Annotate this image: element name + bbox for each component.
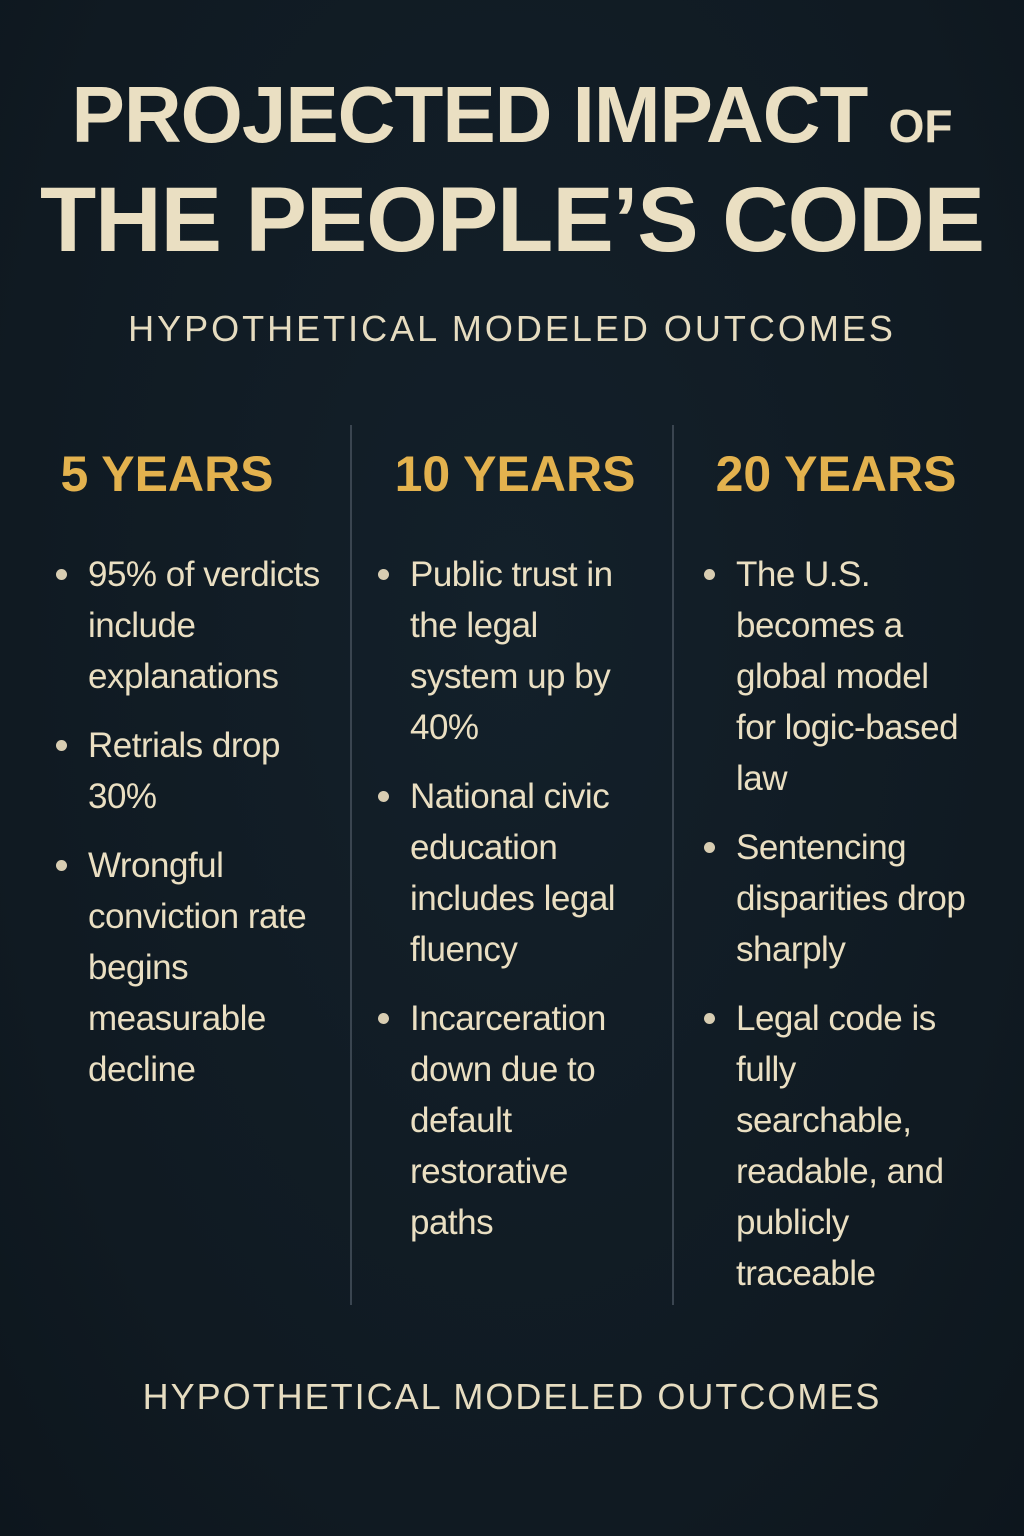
column-heading: 20 YEARS [715, 446, 957, 502]
list-item-text: Legal code is fully searchable, readable… [736, 999, 944, 1293]
list-item-text: Incarceration down due to default restor… [410, 999, 606, 1242]
list-item: Sentencing disparities drop sharply [676, 822, 966, 975]
list-item-text: Wrongful conviction rate begins measurab… [88, 846, 307, 1089]
column-divider-2 [672, 425, 674, 1305]
outcome-list: The U.S. becomes a global model for logi… [676, 549, 966, 1299]
column-20-years: 20 YEARS The U.S. becomes a global model… [704, 443, 996, 1317]
page-title-line-1: PROJECTED IMPACT OF [0, 70, 1024, 171]
list-item-text: Sentencing disparities drop sharply [736, 828, 966, 969]
list-item: Public trust in the legal system up by 4… [350, 549, 650, 753]
column-heading: 10 YEARS [394, 446, 636, 502]
title-main: PROJECTED IMPACT [71, 70, 868, 159]
list-item-text: Public trust in the legal system up by 4… [410, 555, 613, 747]
list-item: The U.S. becomes a global model for logi… [676, 549, 966, 804]
list-item: Incarceration down due to default restor… [350, 993, 650, 1248]
list-item-text: National civic education includes legal … [410, 777, 616, 969]
title-of: OF [888, 100, 953, 152]
list-item-text: Retrials drop 30% [88, 726, 280, 816]
list-item: 95% of verdicts include explanations [28, 549, 348, 702]
bullet-icon [56, 740, 67, 751]
timeline-columns: 5 YEARS 95% of verdicts include explanat… [28, 425, 996, 1305]
subtitle-top: HYPOTHETICAL MODELED OUTCOMES [128, 308, 896, 349]
list-item: Retrials drop 30% [28, 720, 348, 822]
column-5-years: 5 YEARS 95% of verdicts include explanat… [56, 443, 348, 1113]
outcome-list: 95% of verdicts include explanations Ret… [28, 549, 348, 1095]
bullet-icon [704, 842, 715, 853]
subtitle-bottom: HYPOTHETICAL MODELED OUTCOMES [142, 1376, 882, 1417]
list-item-text: 95% of verdicts include explanations [88, 555, 320, 696]
bullet-icon [56, 569, 67, 580]
bullet-icon [704, 1013, 715, 1024]
column-divider-1 [350, 425, 352, 1305]
list-item: Wrongful conviction rate begins measurab… [28, 840, 348, 1095]
column-10-years: 10 YEARS Public trust in the legal syste… [378, 443, 650, 1266]
bullet-icon [378, 791, 389, 802]
page-title-line-2: THE PEOPLE’S CODE [39, 169, 985, 271]
outcome-list: Public trust in the legal system up by 4… [350, 549, 650, 1248]
bullet-icon [378, 569, 389, 580]
bullet-icon [378, 1013, 389, 1024]
bullet-icon [704, 569, 715, 580]
list-item-text: The U.S. becomes a global model for logi… [736, 555, 959, 798]
list-item: National civic education includes legal … [350, 771, 650, 975]
list-item: Legal code is fully searchable, readable… [676, 993, 966, 1299]
column-heading: 5 YEARS [60, 446, 274, 502]
bullet-icon [56, 860, 67, 871]
